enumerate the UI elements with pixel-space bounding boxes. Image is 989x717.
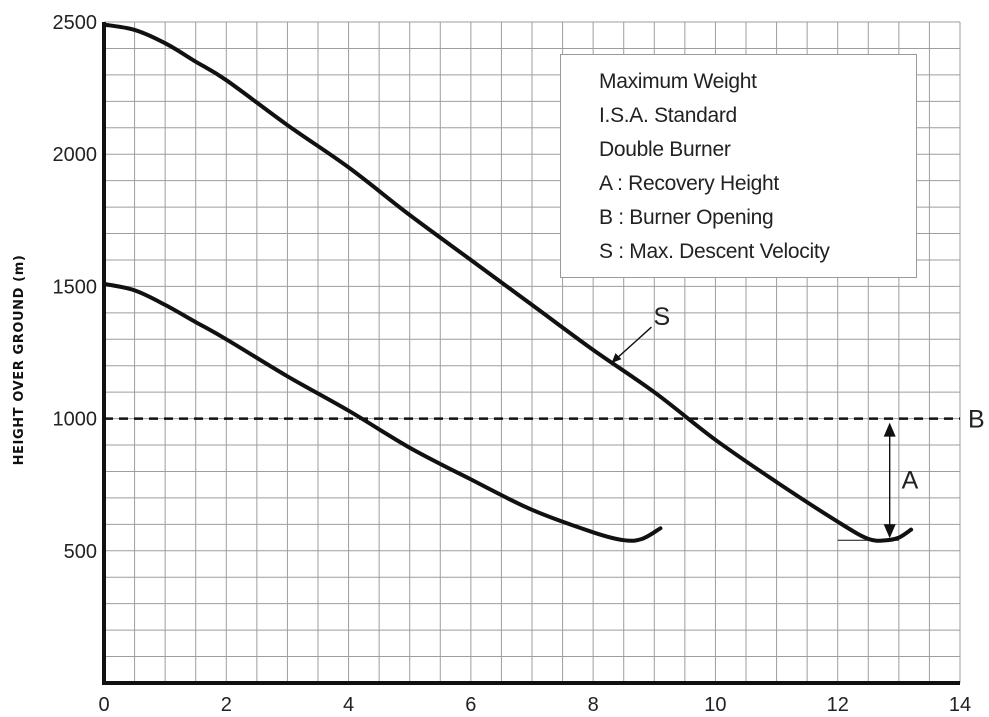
legend-line-isa: I.S.A. Standard — [599, 104, 737, 127]
x-tick-label: 0 — [98, 694, 109, 716]
a-label: A — [902, 466, 919, 494]
y-tick-label: 2000 — [53, 144, 98, 166]
reference-line-label: B — [968, 406, 985, 434]
series-line-1 — [102, 281, 663, 543]
annotation-group: SA — [611, 303, 919, 541]
x-tick-label: 8 — [588, 694, 599, 716]
s-label: S — [653, 303, 670, 331]
legend-line-b: B : Burner Opening — [599, 206, 774, 229]
x-tick-label: 10 — [704, 694, 726, 716]
x-tick-label: 12 — [827, 694, 849, 716]
s-leader-arrowhead — [611, 353, 622, 364]
legend: Maximum Weight I.S.A. Standard Double Bu… — [560, 54, 917, 278]
x-tick-label: 2 — [221, 694, 232, 716]
y-axis-label: HEIGHT OVER GROUND (m) — [12, 254, 27, 466]
reference-line-group: B — [104, 406, 985, 434]
legend-line-s: S : Max. Descent Velocity — [599, 240, 830, 263]
x-tick-label: 6 — [465, 694, 476, 716]
series-group — [102, 22, 914, 543]
a-arrow-top — [883, 422, 896, 437]
tick-labels: 0 2 4 6 8 10 12 14 500 1000 1500 2000 2500 — [53, 12, 972, 716]
series-line-2 — [102, 22, 914, 543]
y-tick-label: 2500 — [53, 12, 98, 34]
legend-line-burner: Double Burner — [599, 138, 731, 161]
legend-line-a: A : Recovery Height — [599, 172, 779, 195]
legend-line-weight: Maximum Weight — [599, 70, 757, 93]
axes — [102, 22, 960, 685]
a-arrow-bottom — [883, 524, 896, 539]
x-tick-label: 4 — [343, 694, 354, 716]
y-tick-label: 500 — [64, 541, 97, 563]
y-tick-label: 1000 — [53, 409, 98, 431]
x-tick-label: 14 — [949, 694, 971, 716]
y-tick-label: 1500 — [53, 276, 98, 298]
